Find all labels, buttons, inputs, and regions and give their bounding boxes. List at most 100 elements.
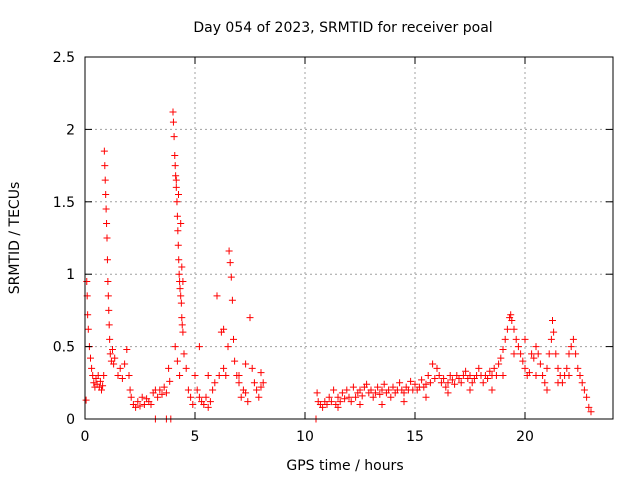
data-point [325, 393, 333, 401]
y-tick-label: 1.5 [53, 195, 75, 211]
data-point [466, 386, 474, 394]
data-point [162, 389, 170, 397]
data-point [479, 379, 487, 387]
data-point [378, 401, 386, 409]
data-point [514, 343, 522, 351]
data-point [583, 393, 591, 401]
data-point [429, 360, 437, 368]
data-point [228, 296, 236, 304]
x-tick-label: 15 [406, 429, 424, 445]
data-point [567, 343, 575, 351]
data-point [215, 372, 223, 380]
data-point [525, 369, 533, 377]
data-point [341, 395, 349, 403]
data-point [499, 345, 507, 353]
x-tick-label: 0 [81, 429, 90, 445]
data-point [140, 401, 148, 409]
data-point [334, 403, 342, 411]
data-point [490, 364, 498, 372]
data-point [446, 372, 454, 380]
data-point [204, 403, 212, 411]
data-point [352, 393, 360, 401]
data-point [171, 151, 179, 159]
data-point [407, 377, 415, 385]
data-point [387, 393, 395, 401]
data-point [110, 360, 118, 368]
data-point [327, 398, 335, 406]
data-point [349, 383, 357, 391]
data-point [82, 396, 90, 404]
data-point [177, 220, 185, 228]
data-point [563, 364, 571, 372]
data-point [369, 393, 377, 401]
data-point [532, 343, 540, 351]
data-point [572, 350, 580, 358]
data-point [237, 393, 245, 401]
data-point [246, 314, 254, 322]
data-point [235, 379, 243, 387]
data-point [191, 372, 199, 380]
data-point [554, 379, 562, 387]
data-point [193, 386, 201, 394]
data-point [179, 328, 187, 336]
data-point [184, 386, 192, 394]
data-point [444, 389, 452, 397]
data-point [98, 386, 105, 394]
x-tick-label: 5 [191, 429, 200, 445]
data-point [100, 147, 108, 155]
data-point [101, 162, 109, 170]
data-point [121, 360, 129, 368]
data-point [541, 379, 549, 387]
data-point [313, 389, 321, 397]
data-point [400, 398, 408, 406]
data-point [519, 357, 527, 365]
data-point [173, 198, 181, 206]
y-tick-label: 0.5 [53, 340, 75, 356]
data-point [158, 390, 166, 398]
data-point [257, 383, 265, 391]
data-point [176, 285, 184, 293]
data-point [363, 380, 371, 388]
data-point [211, 379, 219, 387]
data-point [330, 386, 338, 394]
data-point [242, 389, 250, 397]
y-axis-label: SRMTID / TECUs [7, 182, 23, 295]
data-point [336, 398, 344, 406]
data-point [486, 367, 494, 375]
data-point [345, 393, 353, 401]
data-point [510, 325, 518, 333]
data-point [530, 354, 538, 362]
data-point [206, 398, 214, 406]
data-point [127, 393, 135, 401]
data-point [182, 364, 190, 372]
data-point [488, 386, 496, 394]
data-point [225, 247, 233, 255]
data-point [204, 372, 212, 380]
data-point [440, 374, 448, 382]
data-point [448, 376, 456, 384]
data-point [132, 403, 140, 411]
data-point [580, 386, 588, 394]
data-point [484, 374, 492, 382]
data-point [165, 364, 173, 372]
data-point [543, 386, 551, 394]
data-point [512, 335, 520, 343]
x-tick-label: 20 [516, 429, 534, 445]
data-point [134, 398, 142, 406]
data-point [101, 176, 109, 184]
data-point [539, 372, 547, 380]
data-point [176, 372, 184, 380]
data-point [242, 360, 250, 368]
data-point [587, 408, 595, 416]
data-point [200, 401, 208, 409]
data-point [565, 372, 573, 380]
data-point [323, 401, 331, 409]
data-point [104, 277, 112, 285]
data-point [83, 277, 91, 285]
data-point [319, 403, 327, 411]
data-point [475, 364, 483, 372]
data-point [426, 379, 434, 387]
data-point [102, 191, 110, 199]
data-point [499, 372, 507, 380]
data-point [521, 364, 529, 372]
